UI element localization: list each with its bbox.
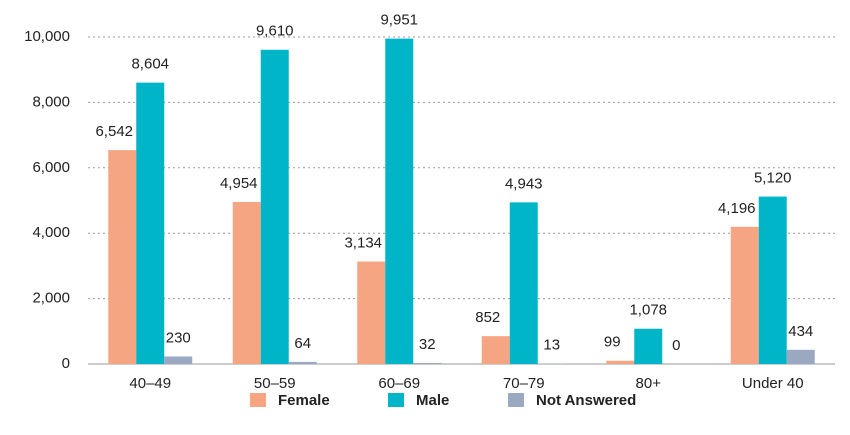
y-tick-label: 0: [62, 355, 70, 372]
value-label: 9,610: [256, 23, 294, 40]
value-label: 4,196: [718, 200, 756, 217]
bar: [509, 202, 538, 364]
legend-label: Not Answered: [536, 392, 636, 409]
y-tick-label: 10,000: [24, 28, 70, 45]
legend-label: Female: [278, 392, 330, 409]
value-label: 3,134: [344, 234, 382, 251]
bar: [260, 49, 289, 365]
x-tick-label: 60–69: [378, 375, 420, 392]
value-label: 434: [788, 323, 813, 340]
bar: [606, 360, 635, 364]
y-tick-label: 2,000: [32, 290, 70, 307]
bar: [730, 226, 759, 364]
bar: [385, 38, 414, 365]
value-label: 5,120: [754, 170, 792, 187]
legend-swatch: [508, 393, 524, 407]
bar: [232, 202, 261, 364]
value-label: 8,604: [131, 56, 169, 73]
bar: [357, 261, 386, 364]
bar: [481, 336, 510, 364]
value-label: 4,954: [220, 175, 258, 192]
x-tick-label: 50–59: [254, 375, 296, 392]
value-label: 1,078: [629, 302, 667, 319]
y-tick-label: 6,000: [32, 159, 70, 176]
y-tick-label: 8,000: [32, 93, 70, 110]
legend-swatch: [250, 393, 266, 407]
value-label: 13: [543, 337, 560, 354]
legend-swatch: [388, 393, 404, 407]
value-label: 4,943: [505, 175, 543, 192]
bar: [413, 362, 442, 364]
bar: [136, 82, 165, 364]
bar: [758, 196, 787, 364]
x-tick-label: 70–79: [503, 375, 545, 392]
y-tick-label: 4,000: [32, 224, 70, 241]
value-label: 852: [475, 309, 500, 326]
value-label: 32: [419, 336, 436, 353]
x-tick-label: 80+: [636, 375, 662, 392]
value-label: 6,542: [95, 123, 133, 140]
bar: [108, 150, 137, 364]
bar: [288, 361, 317, 364]
value-label: 230: [166, 329, 191, 346]
value-label: 0: [672, 337, 680, 354]
bar: [786, 349, 815, 364]
x-tick-label: 40–49: [129, 375, 171, 392]
value-label: 99: [604, 334, 621, 351]
value-label: 9,951: [380, 12, 418, 29]
value-label: 64: [294, 335, 311, 352]
x-tick-label: Under 40: [742, 375, 804, 392]
bar: [634, 328, 663, 364]
bar: [164, 356, 193, 364]
legend-label: Male: [416, 392, 449, 409]
